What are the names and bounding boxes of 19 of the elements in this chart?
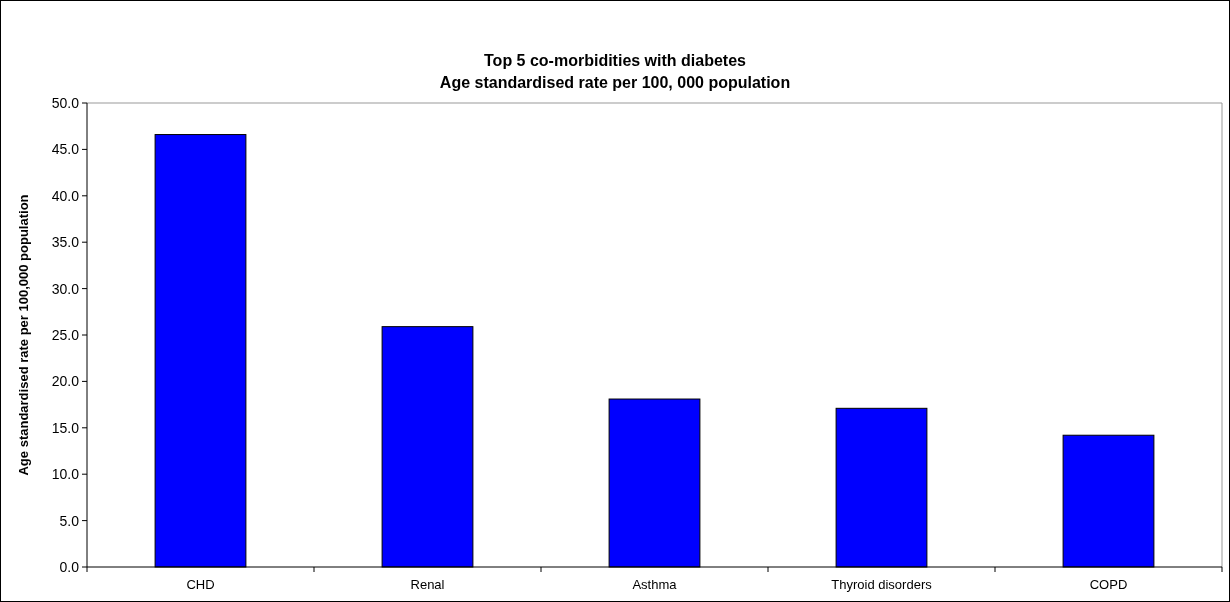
y-tick-label: 40.0 [51, 187, 80, 204]
y-tick-label: 20.0 [51, 373, 80, 390]
x-tick-label: Thyroid disorders [831, 577, 933, 592]
y-tick-label: 30.0 [51, 280, 80, 297]
x-tick-label: Renal [410, 577, 445, 592]
chart-subtitle: Age standardised rate per 100, 000 population [439, 74, 791, 91]
y-tick-label: 5.0 [59, 512, 80, 529]
chart-title: Top 5 co-morbidities with diabetes [484, 52, 747, 69]
y-tick-label: 50.0 [51, 94, 80, 111]
y-tick-label: 35.0 [51, 234, 80, 251]
y-tick-label: 25.0 [51, 326, 80, 343]
y-tick-label: 10.0 [51, 466, 80, 483]
y-tick-label: 15.0 [51, 419, 80, 436]
y-tick-label: 0.0 [59, 558, 80, 575]
x-tick-label: Asthma [632, 577, 678, 592]
x-tick-label: CHD [186, 577, 215, 592]
y-axis-title: Age standardised rate per 100,000 population [16, 194, 31, 476]
y-tick-label: 45.0 [51, 141, 80, 158]
x-tick-label: COPD [1089, 577, 1128, 592]
